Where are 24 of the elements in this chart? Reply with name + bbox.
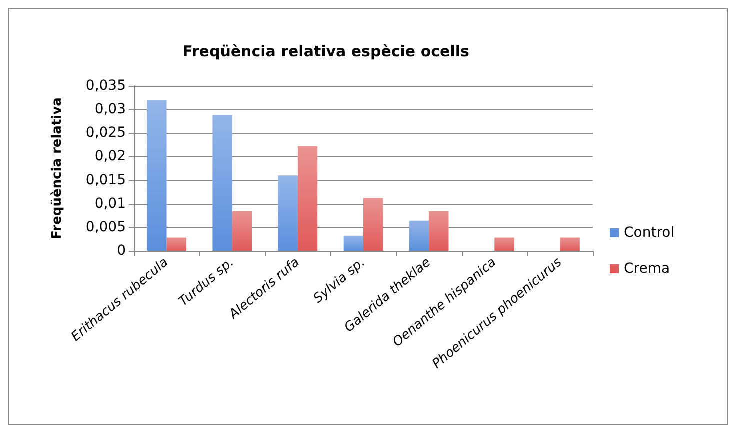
- y-tick-label: 0: [117, 243, 126, 259]
- bar: [232, 211, 252, 251]
- y-tick-label: 0,015: [86, 172, 126, 188]
- y-tick-label: 0,025: [86, 125, 126, 142]
- bar: [147, 100, 167, 251]
- y-tick-label: 0,02: [94, 148, 126, 165]
- y-tick-label: 0,005: [86, 219, 126, 236]
- bar: [278, 176, 298, 251]
- bar: [494, 238, 514, 251]
- legend-label: Control: [624, 225, 675, 241]
- chart-title: Freqüència relativa espècie ocells: [182, 42, 470, 60]
- bar: [298, 146, 318, 251]
- y-tick-label: 0,03: [94, 102, 126, 118]
- legend-label: Crema: [624, 261, 670, 277]
- bar: [409, 220, 430, 251]
- y-tick-label: 0,01: [94, 196, 126, 212]
- bar: [212, 115, 232, 251]
- bar: [344, 236, 364, 251]
- bar: [166, 238, 186, 251]
- bar: [429, 211, 449, 251]
- bar: [560, 238, 580, 251]
- y-axis-title: Freqüència relativa: [50, 98, 65, 240]
- y-tick-label: 0,035: [86, 78, 126, 94]
- bar: [364, 198, 384, 251]
